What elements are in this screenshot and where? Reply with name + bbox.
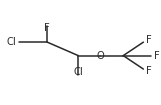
Text: F: F bbox=[147, 66, 152, 76]
Text: F: F bbox=[154, 51, 160, 61]
Text: F: F bbox=[147, 35, 152, 45]
Text: Cl: Cl bbox=[73, 67, 83, 77]
Text: O: O bbox=[96, 51, 104, 61]
Text: Cl: Cl bbox=[6, 37, 16, 47]
Text: F: F bbox=[44, 24, 50, 33]
